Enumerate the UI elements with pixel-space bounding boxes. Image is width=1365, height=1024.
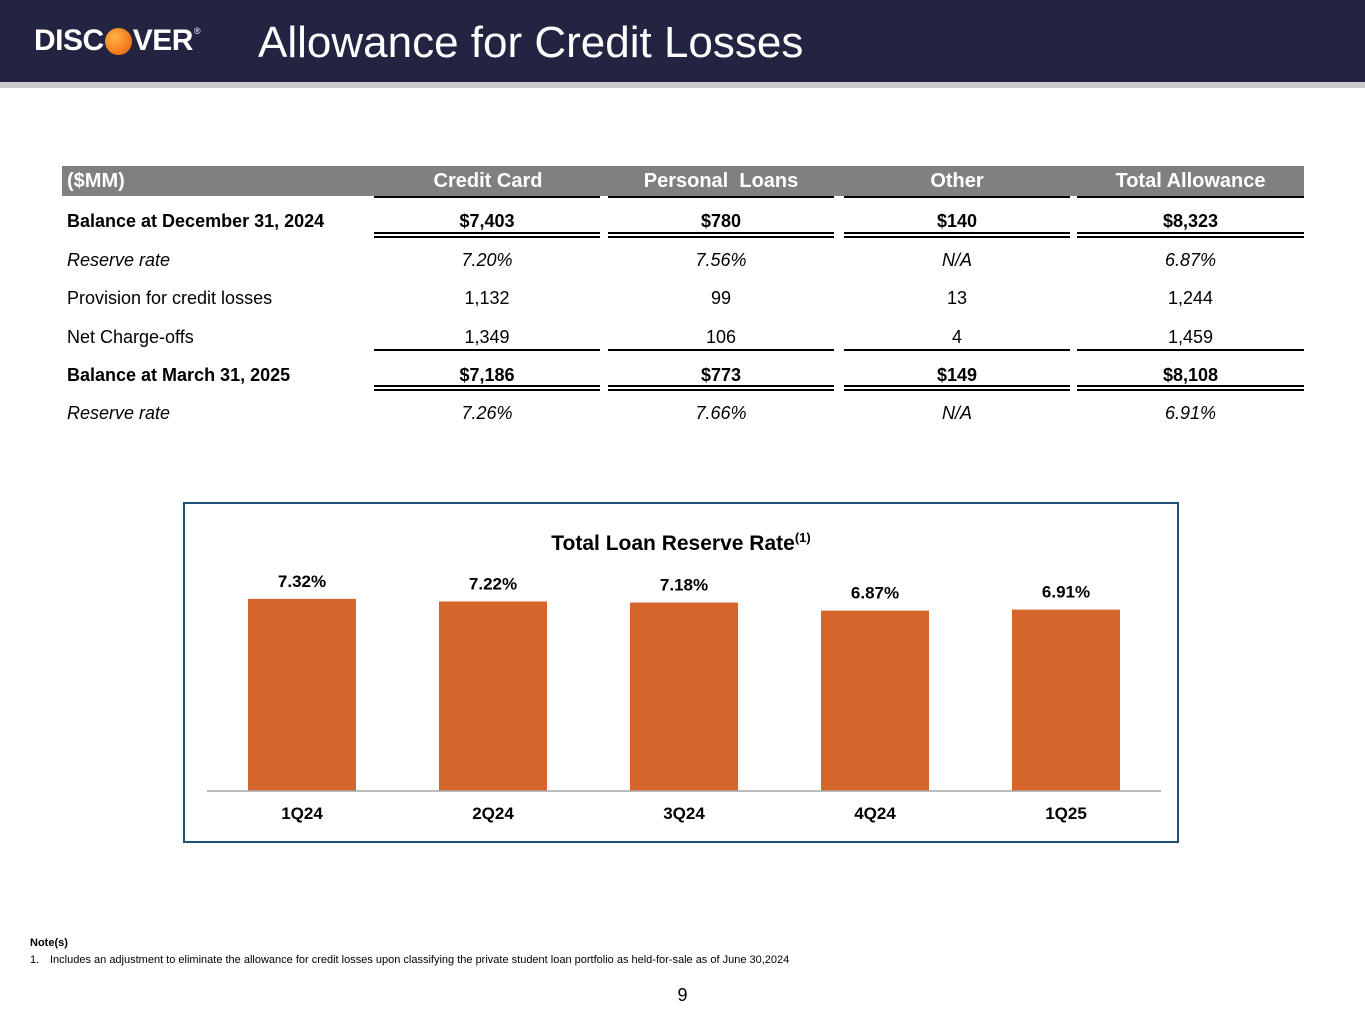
subtotal-rule bbox=[1077, 349, 1304, 351]
double-rule bbox=[374, 385, 600, 391]
table-row: Balance at March 31, 2025 $7,186 $773 $1… bbox=[62, 356, 1304, 394]
rule-under-header bbox=[608, 196, 834, 198]
x-tick-label-2Q24: 2Q24 bbox=[472, 804, 514, 823]
cell-total-allowance: 1,244 bbox=[1167, 288, 1214, 308]
bar-2Q24 bbox=[439, 601, 547, 791]
cell-total-allowance: 6.87% bbox=[1164, 250, 1217, 270]
cell-total-allowance: 6.91% bbox=[1164, 403, 1217, 423]
note-item: 1. Includes an adjustment to eliminate th… bbox=[30, 954, 789, 966]
double-rule bbox=[844, 385, 1070, 391]
cell-total-allowance: 1,459 bbox=[1167, 327, 1214, 347]
row-label: Balance at December 31, 2024 bbox=[67, 211, 325, 231]
table-header-row: ($MM) Credit Card Personal Loans Other T… bbox=[62, 166, 1304, 196]
data-label-1Q25: 6.91% bbox=[1042, 583, 1090, 602]
logo-registered-mark: ® bbox=[193, 26, 201, 36]
subtotal-rule bbox=[374, 349, 600, 351]
x-tick-label-4Q24: 4Q24 bbox=[854, 804, 896, 823]
table-row: Reserve rate 7.20% 7.56% N/A 6.87% bbox=[62, 241, 1304, 279]
table-row: Balance at December 31, 2024 $7,403 $780… bbox=[62, 202, 1304, 240]
rule-under-header bbox=[1077, 196, 1304, 198]
data-label-4Q24: 6.87% bbox=[851, 584, 899, 603]
data-label-3Q24: 7.18% bbox=[660, 576, 708, 595]
x-tick-label-1Q24: 1Q24 bbox=[281, 804, 323, 823]
chart-plot: 7.32% 1Q24 7.22% 2Q24 7.18% 3Q24 6.87% 4Q24 6.91… bbox=[207, 572, 1161, 823]
chart-title-footnote-ref: (1) bbox=[794, 530, 811, 545]
cell-credit-card: $7,403 bbox=[459, 211, 515, 231]
data-label-1Q24: 7.32% bbox=[278, 572, 326, 591]
page-number: 9 bbox=[677, 985, 688, 1005]
column-header-total-allowance: Total Allowance bbox=[1115, 170, 1266, 192]
double-rule bbox=[844, 232, 1070, 238]
double-rule bbox=[608, 385, 834, 391]
note-text: Includes an adjustment to eliminate the … bbox=[50, 954, 790, 966]
cell-credit-card: 7.20% bbox=[461, 250, 513, 270]
cell-other: $140 bbox=[936, 211, 978, 231]
row-label: Reserve rate bbox=[67, 250, 171, 270]
cell-other: $149 bbox=[936, 365, 978, 385]
table-row: Net Charge-offs 1,349 106 4 1,459 bbox=[62, 318, 1304, 356]
rule-under-header bbox=[374, 196, 600, 198]
column-header-units: ($MM) bbox=[67, 170, 125, 192]
data-label-2Q24: 7.22% bbox=[469, 574, 517, 593]
header-divider bbox=[0, 82, 1365, 88]
bar-3Q24 bbox=[630, 602, 738, 791]
cell-personal-loans: 106 bbox=[705, 327, 737, 347]
notes-heading: Note(s) bbox=[30, 937, 68, 949]
cell-other: 13 bbox=[946, 288, 968, 308]
cell-credit-card: $7,186 bbox=[459, 365, 515, 385]
cell-credit-card: 1,349 bbox=[464, 327, 510, 347]
cell-other: 4 bbox=[951, 327, 962, 347]
table-row: Reserve rate 7.26% 7.66% N/A 6.91% bbox=[62, 394, 1304, 432]
page-title: Allowance for Credit Losses bbox=[258, 18, 804, 67]
cell-personal-loans: 7.66% bbox=[695, 403, 747, 423]
row-label: Provision for credit losses bbox=[67, 288, 273, 308]
cell-personal-loans: 99 bbox=[710, 288, 732, 308]
cell-personal-loans: $780 bbox=[700, 211, 742, 231]
chart-title: Total Loan Reserve Rate(1) bbox=[185, 530, 1177, 556]
double-rule bbox=[1077, 385, 1304, 391]
table-row: Provision for credit losses 1,132 99 13 … bbox=[62, 279, 1304, 317]
subtotal-rule bbox=[608, 349, 834, 351]
column-header-credit-card: Credit Card bbox=[433, 170, 543, 192]
x-tick-label-3Q24: 3Q24 bbox=[663, 804, 705, 823]
cell-other: N/A bbox=[941, 250, 972, 270]
cell-other: N/A bbox=[941, 403, 972, 423]
x-tick-label-1Q25: 1Q25 bbox=[1045, 804, 1087, 823]
reserve-rate-chart: Total Loan Reserve Rate(1) 7.32% 1Q24 7.22… bbox=[183, 502, 1179, 843]
cell-total-allowance: $8,323 bbox=[1162, 211, 1219, 231]
logo-orange-circle-icon bbox=[104, 27, 132, 55]
bar-1Q25 bbox=[1012, 609, 1120, 791]
column-header-other: Other bbox=[930, 170, 984, 192]
cell-personal-loans: $773 bbox=[700, 365, 742, 385]
logo-text-left: DISC bbox=[34, 24, 104, 57]
double-rule bbox=[374, 232, 600, 238]
cell-personal-loans: 7.56% bbox=[695, 250, 747, 270]
double-rule bbox=[1077, 232, 1304, 238]
header-banner bbox=[0, 0, 1365, 82]
logo-text-right: VER bbox=[132, 24, 194, 57]
cell-credit-card: 1,132 bbox=[464, 288, 510, 308]
bar-1Q24 bbox=[248, 598, 356, 791]
row-label: Balance at March 31, 2025 bbox=[67, 365, 291, 385]
cell-total-allowance: $8,108 bbox=[1162, 365, 1219, 385]
row-label: Reserve rate bbox=[67, 403, 171, 423]
chart-title-text: Total Loan Reserve Rate bbox=[551, 532, 795, 555]
column-header-personal-loans: Personal Loans bbox=[643, 170, 799, 192]
rule-under-header bbox=[844, 196, 1070, 198]
bar-4Q24 bbox=[821, 610, 929, 791]
cell-credit-card: 7.26% bbox=[461, 403, 513, 423]
discover-logo: DISC VER ® bbox=[34, 24, 201, 58]
double-rule bbox=[608, 232, 834, 238]
row-label: Net Charge-offs bbox=[67, 327, 194, 347]
note-number: 1. bbox=[30, 954, 40, 966]
subtotal-rule bbox=[844, 349, 1070, 351]
